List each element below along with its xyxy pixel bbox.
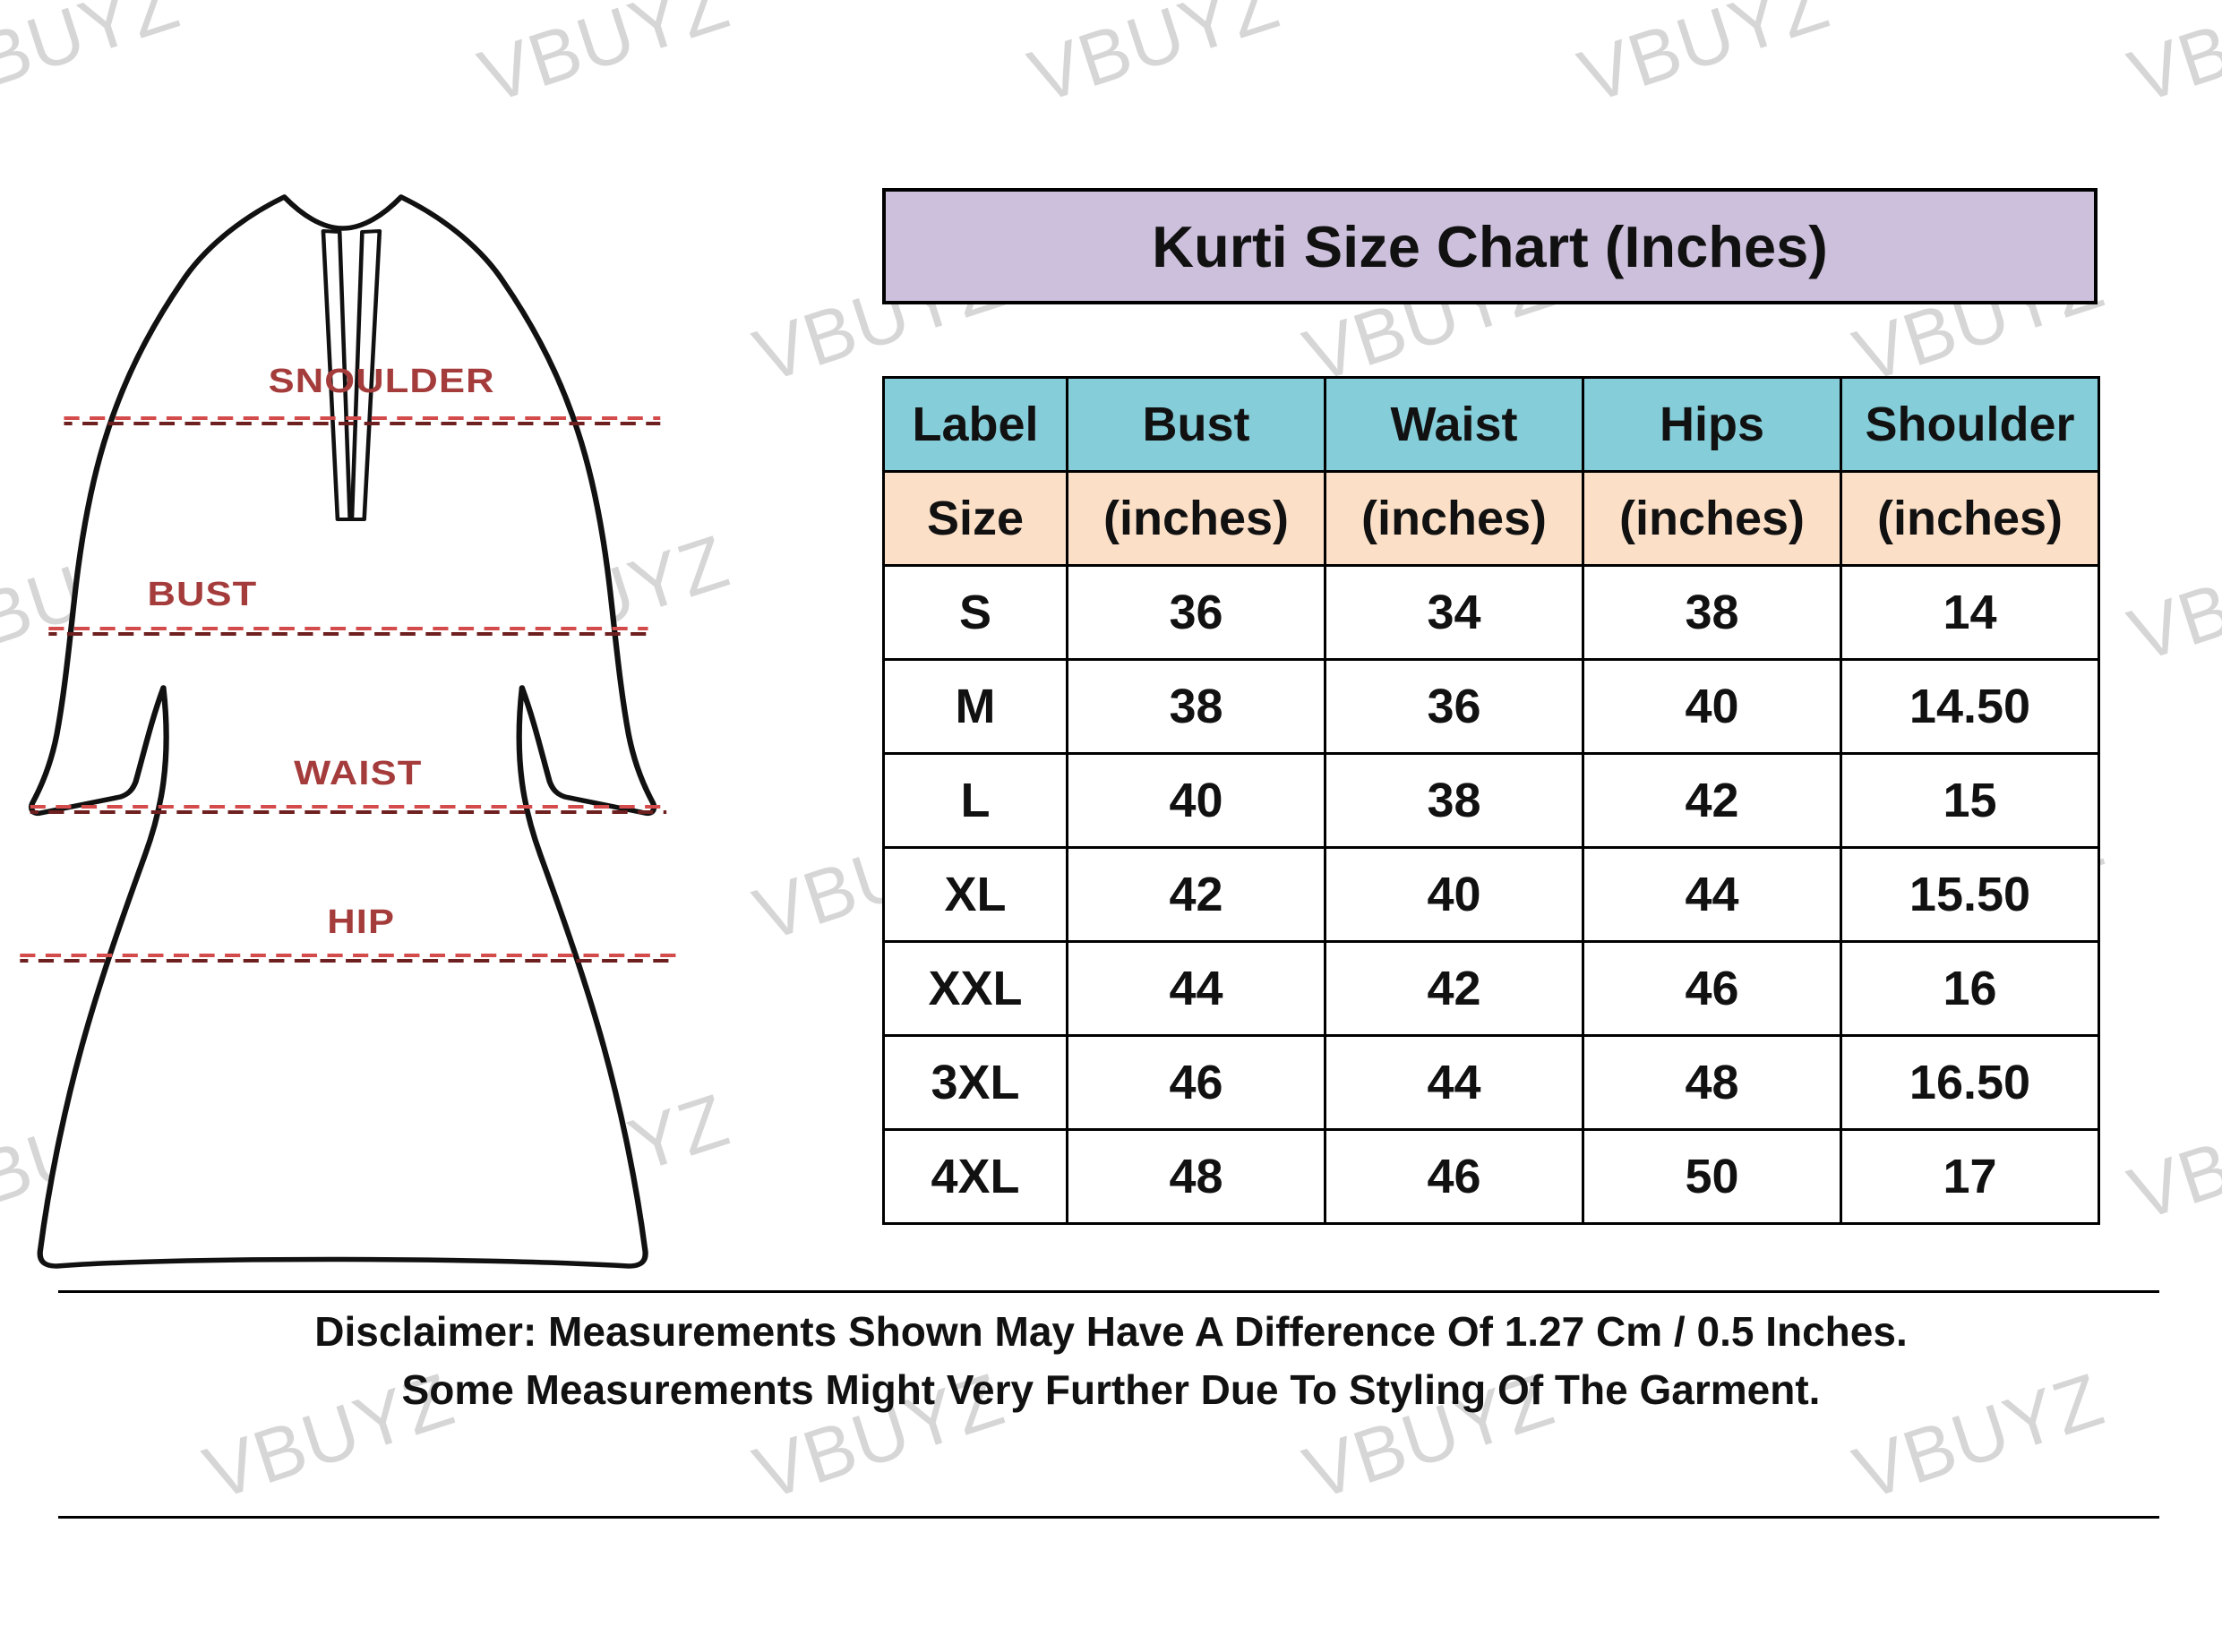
svg-text:SNOULDER: SNOULDER — [269, 362, 495, 400]
svg-text:WAIST: WAIST — [294, 754, 422, 792]
svg-text:BUST: BUST — [147, 575, 257, 613]
svg-text:HIP: HIP — [327, 903, 395, 941]
